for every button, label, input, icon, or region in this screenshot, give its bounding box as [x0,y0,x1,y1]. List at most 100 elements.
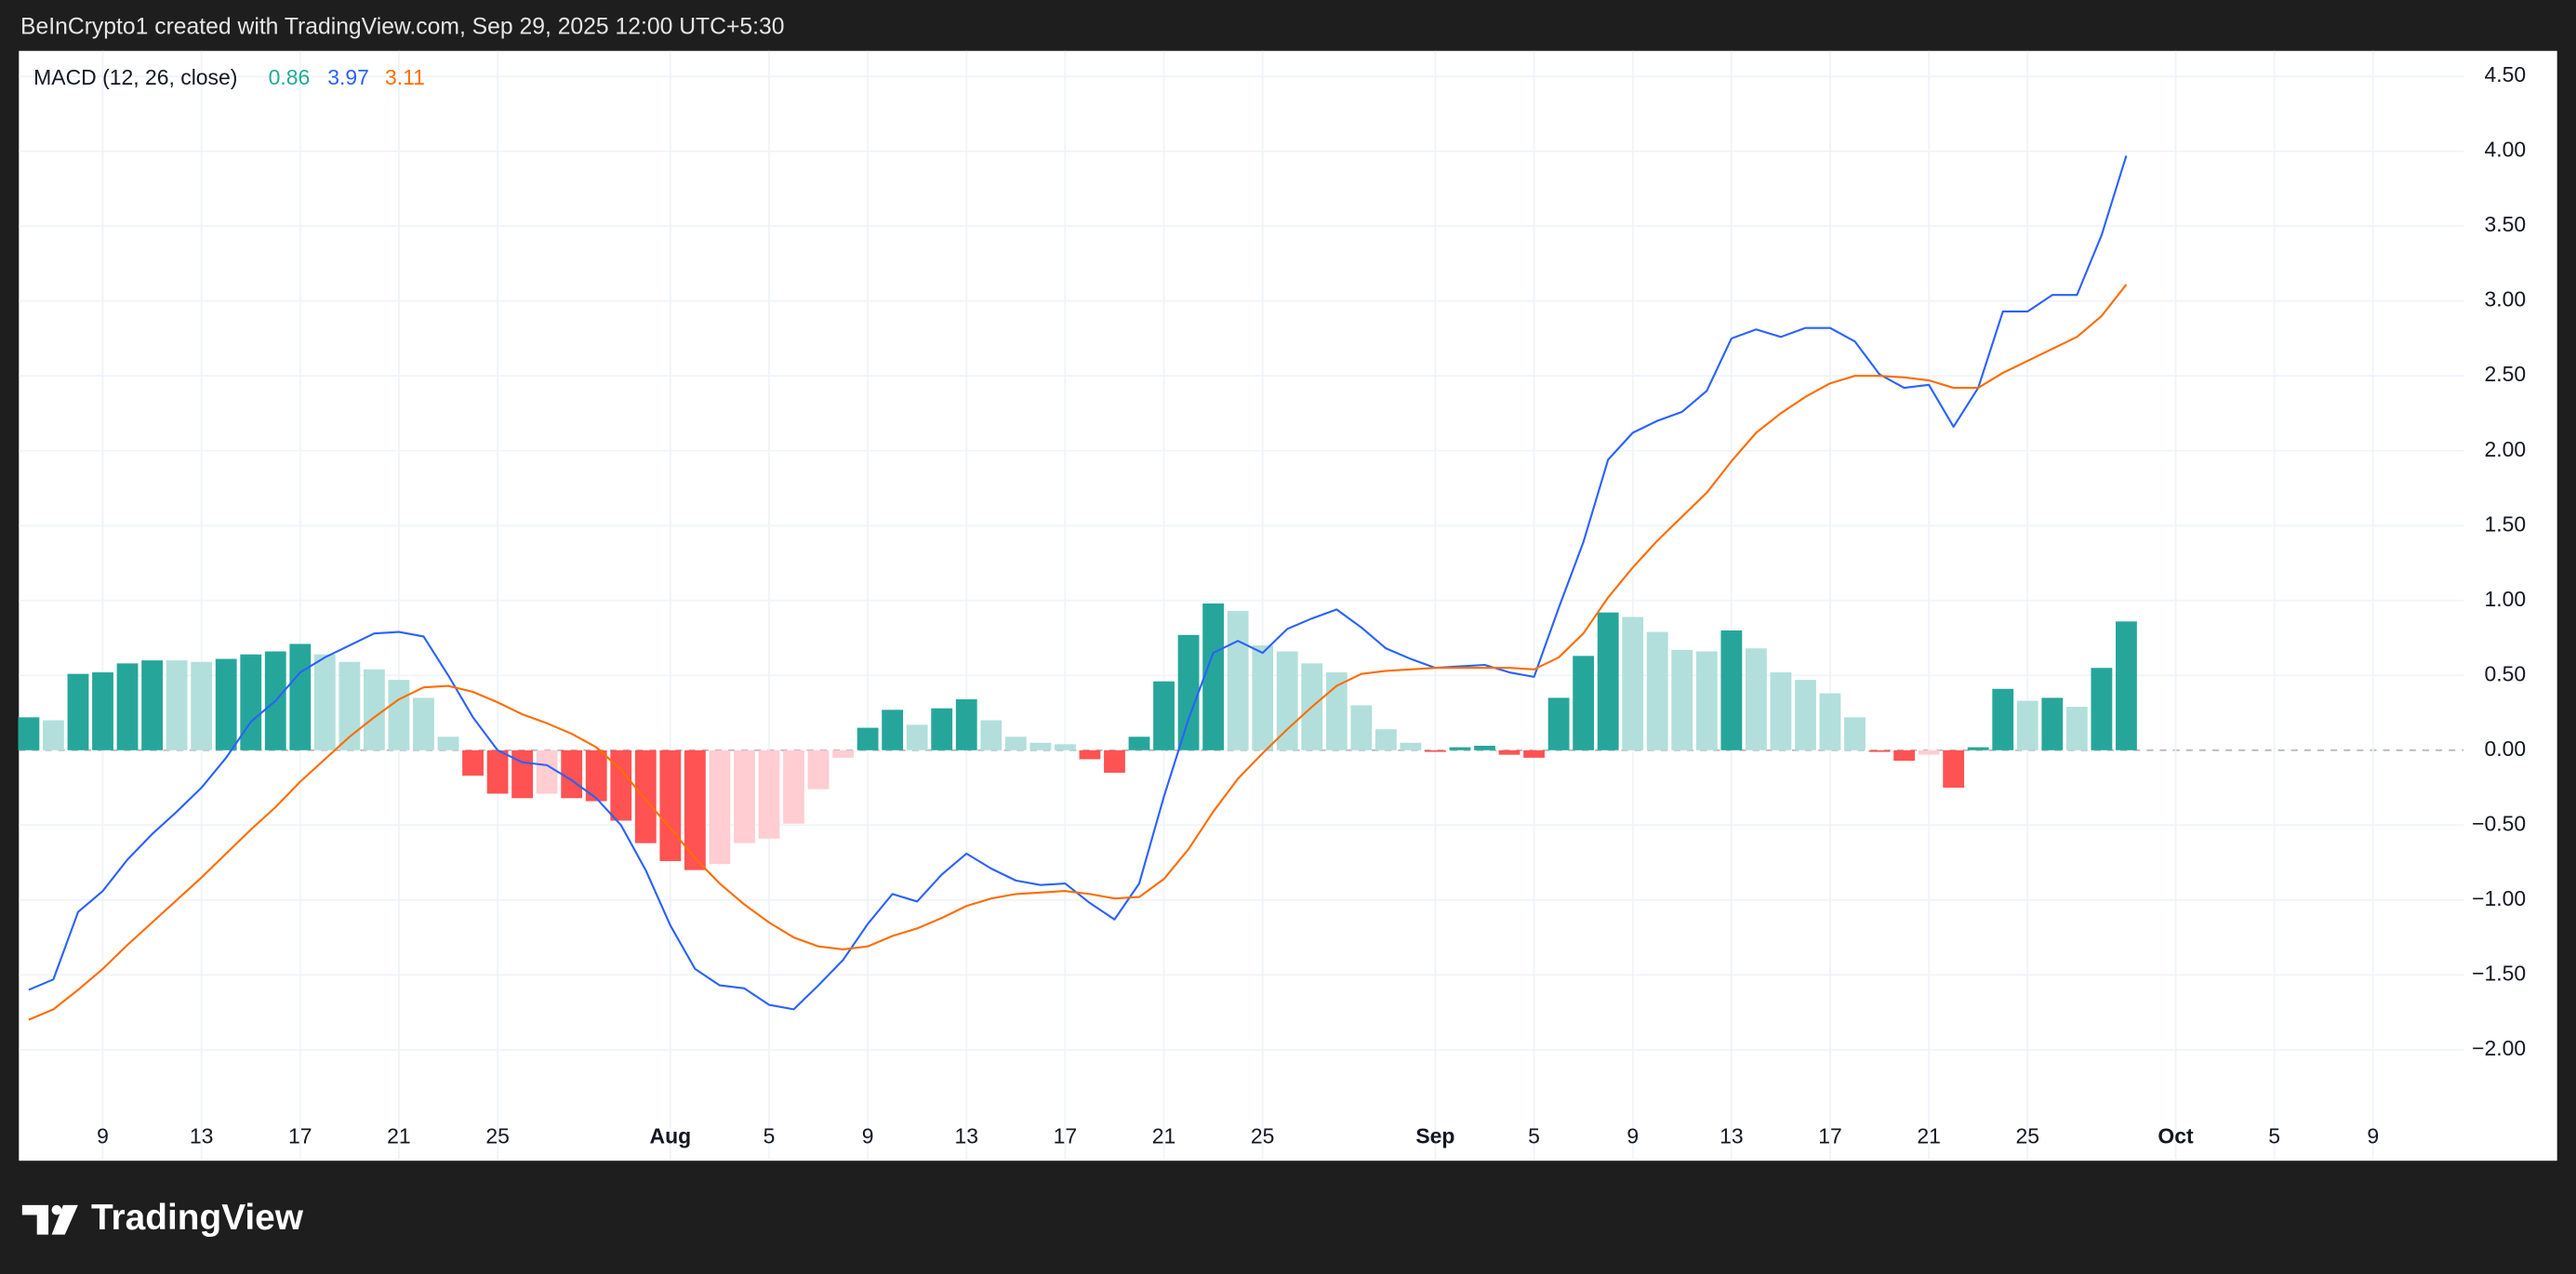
y-tick-label: 0.00 [2485,737,2527,761]
histogram-bar [2116,621,2137,750]
histogram-bar [2065,707,2088,750]
histogram-bar [1918,750,1940,755]
histogram-bar [1745,648,1767,750]
histogram-bar [1325,672,1348,750]
y-tick-label: 3.50 [2485,212,2527,236]
histogram-bar [116,663,139,750]
x-tick-label: 13 [1720,1124,1744,1148]
histogram-bar [289,644,312,750]
x-tick-label: 25 [1251,1124,1275,1148]
x-tick-label: 13 [190,1124,214,1148]
histogram-bar [1720,630,1743,750]
y-tick-label: 2.50 [2485,362,2527,386]
y-tick-label: −0.50 [2472,811,2526,835]
brand-name: TradingView [91,1198,304,1238]
y-tick-label: 4.00 [2485,138,2527,162]
histogram-bar [191,661,213,750]
histogram-bar [1819,693,1841,750]
x-tick-label: 17 [288,1124,312,1148]
histogram-bar [832,750,854,758]
histogram-bar [1671,649,1693,750]
x-tick-label: Aug [650,1124,692,1148]
x-tick-label: 21 [387,1124,411,1148]
histogram-bar [413,697,434,750]
histogram-bar [240,654,262,750]
histogram-bar [1425,750,1446,752]
histogram-bar [634,750,657,843]
y-tick-label: 1.00 [2485,587,2527,611]
histogram-bar [1202,603,1225,750]
chart-panel [19,50,2557,1161]
histogram-bar [2091,668,2113,750]
histogram-bar [585,750,607,802]
histogram-bar [1004,737,1027,750]
histogram-bar [1523,750,1545,758]
histogram-bar [1547,697,1570,750]
y-tick-label: −2.00 [2472,1036,2526,1060]
histogram-bar [734,750,755,843]
histogram-bar [955,699,977,750]
histogram-bar [339,661,361,750]
plot: −2.00 −1.50 −1.00 −0.50 0.00 0.50 1.00 1.50 2.00… [18,50,2527,1160]
histogram-bar [1252,645,1274,750]
histogram-bar [1104,750,1125,773]
histogram-bar [1498,750,1520,755]
histogram-bar [1868,750,1891,752]
histogram-bar [2016,700,2038,750]
x-tick-label: 5 [764,1124,776,1148]
x-tick-label: 17 [1818,1124,1842,1148]
histogram-bar [561,750,583,799]
histogram-bar [1474,745,1495,750]
histogram-bar [511,750,534,799]
header-text: BeInCrypto1 created with TradingView.com… [20,15,784,40]
y-tick-label: −1.00 [2472,886,2526,910]
histogram-bar [1350,705,1373,750]
histogram-bar [882,710,904,750]
histogram-bar [215,658,237,750]
histogram-bar [709,750,731,865]
histogram-bar [18,717,40,750]
x-tick-label: 5 [2268,1124,2280,1148]
histogram-bar [67,673,89,750]
x-tick-label: 9 [2367,1124,2379,1148]
histogram-bar [1177,634,1200,750]
x-tick-label: 9 [97,1124,109,1148]
histogram-bar [462,750,484,776]
histogram-bar [684,750,706,870]
histogram-bar [1374,729,1397,750]
x-tick-label: Oct [2158,1124,2194,1148]
x-tick-label: 25 [2016,1124,2040,1148]
y-tick-label: 1.50 [2485,511,2527,536]
histogram-bar [437,737,459,750]
histogram-bar [1400,742,1422,750]
histogram-bar [92,672,113,750]
histogram-bar [906,724,928,750]
histogram-bar [313,654,336,750]
histogram-bar [807,750,830,790]
histogram-bar [1893,750,1916,762]
histogram-bar [758,750,780,839]
legend-title: MACD (12, 26, close) [33,65,237,89]
histogram-bar [1992,688,2014,750]
x-tick-label: 25 [485,1124,510,1148]
line [28,284,2128,1021]
y-tick-label: 4.50 [2485,62,2527,86]
legend-value: 3.97 [327,65,369,89]
histogram-bar [1029,742,1052,750]
histogram-bar [1079,750,1101,760]
x-tick-label: 21 [1152,1124,1176,1148]
histogram-bar [2041,697,2064,750]
histogram-bar [1449,747,1471,750]
x-tick-label: 21 [1917,1124,1941,1148]
histogram-bar [1770,672,1792,750]
histogram-bar [1943,750,1965,789]
x-tick-label: 9 [1627,1124,1639,1148]
x-tick-label: 9 [862,1124,874,1148]
y-tick-label: 3.00 [2485,287,2527,312]
y-tick-label: 0.50 [2485,661,2527,685]
histogram-bar [1153,681,1175,750]
histogram-bar [141,660,163,750]
histogram-bar [1844,717,1866,750]
x-tick-label: 5 [1528,1124,1540,1148]
